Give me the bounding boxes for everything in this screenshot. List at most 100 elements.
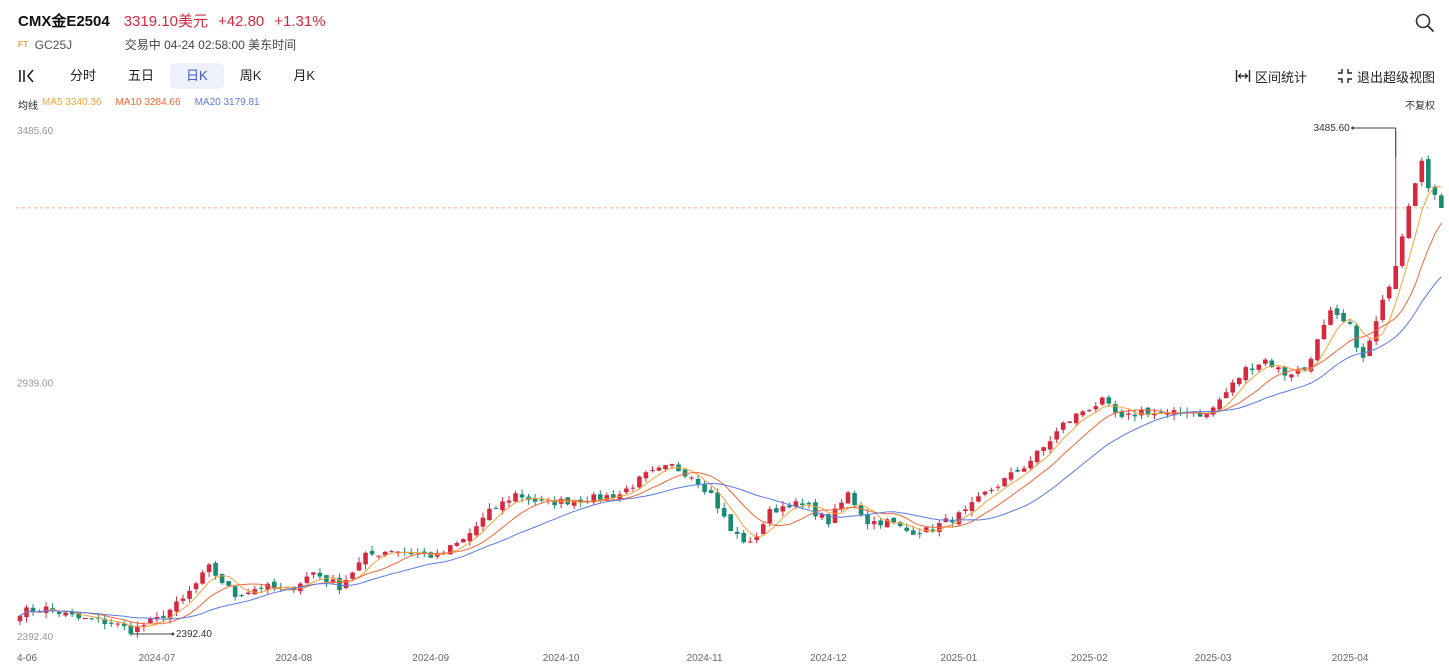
candle-body — [702, 483, 707, 492]
candle-body — [193, 583, 199, 590]
candle-body — [767, 509, 773, 524]
candle-body — [682, 469, 688, 477]
candle-body — [1158, 412, 1164, 414]
candle-body — [1041, 447, 1046, 451]
candle-body — [1093, 406, 1099, 410]
candle-body — [826, 513, 831, 525]
candle-body — [187, 590, 192, 599]
candle-body — [1393, 265, 1399, 290]
search-button[interactable] — [1414, 12, 1436, 34]
candle-body — [721, 508, 727, 517]
tab-five-day[interactable]: 五日 — [128, 68, 155, 83]
candle-body — [858, 505, 864, 515]
candle-body — [1380, 299, 1385, 321]
candle-body — [1100, 397, 1105, 405]
candle-body — [56, 611, 62, 614]
x-axis-label: 2024-10 — [543, 653, 580, 664]
tab-weekly-k[interactable]: 周K — [239, 68, 262, 83]
candle-body — [17, 615, 23, 622]
ma10-value: MA10 3284.66 — [115, 97, 181, 108]
exchange-badge: FT — [18, 40, 29, 49]
candle-body — [845, 492, 851, 504]
candle-body — [669, 464, 675, 466]
collapse-button[interactable] — [18, 63, 38, 89]
candle-body — [474, 526, 479, 536]
candle-body — [1015, 469, 1020, 472]
candle-body — [760, 524, 766, 535]
candle-body — [741, 532, 747, 543]
candle-body — [1282, 366, 1288, 376]
candle-body — [930, 529, 936, 531]
ma5-line — [19, 186, 1442, 628]
candle-body — [897, 522, 903, 527]
ma-legend-label: 均线 — [18, 101, 38, 112]
candle-body — [487, 508, 492, 520]
x-axis-label: 2024-07 — [139, 653, 176, 664]
candle-body — [832, 508, 838, 523]
candle-body — [493, 508, 499, 510]
adjust-mode[interactable]: 不复权 — [1405, 101, 1435, 112]
candle-body — [161, 615, 166, 618]
candle-body — [382, 551, 388, 556]
candle-body — [656, 467, 662, 471]
tab-daily-k[interactable]: 日K — [170, 63, 224, 89]
candle-body — [180, 598, 186, 601]
candle-body — [89, 618, 95, 620]
candle-body — [571, 501, 577, 506]
candle-body — [774, 508, 779, 513]
candle-body — [532, 498, 538, 502]
candle-body — [30, 607, 36, 612]
candle-body — [1165, 413, 1170, 415]
candle-body — [976, 496, 981, 502]
price-change-pct: +1.31% — [274, 13, 326, 30]
candle-body — [1197, 413, 1203, 417]
candle-body — [148, 618, 153, 623]
candle-body — [1347, 322, 1353, 324]
candle-body — [271, 581, 277, 589]
candle-body — [793, 501, 799, 507]
candle-body — [350, 572, 355, 579]
candle-body — [708, 490, 714, 493]
candle-body — [839, 502, 844, 510]
candle-body — [611, 494, 616, 499]
candle-body — [865, 514, 870, 525]
x-axis-label: 2025-04 — [1332, 653, 1369, 664]
contract-code: GC25J — [34, 37, 73, 52]
candle-body — [1354, 325, 1359, 348]
candle-body — [1060, 422, 1066, 430]
x-axis-label: 4-06 — [17, 653, 37, 664]
candle-body — [258, 587, 264, 589]
quote-header: CMX金E2504 3319.10美元 +42.80 +1.31% FT GC2… — [18, 10, 326, 53]
candle-body — [167, 609, 173, 620]
candle-body — [689, 477, 694, 479]
candle-body — [630, 487, 636, 489]
interval-stats-button[interactable]: 区间统计 — [1235, 63, 1307, 89]
y-axis-label: 2392.40 — [17, 632, 54, 643]
exit-fullscreen-button[interactable]: 退出超级视图 — [1337, 63, 1435, 89]
x-axis-label: 2024-11 — [687, 653, 723, 664]
candle-body — [552, 500, 557, 506]
candle-body — [539, 499, 544, 501]
candle-body — [969, 502, 975, 511]
tab-intraday[interactable]: 分时 — [70, 68, 97, 83]
candle-body — [115, 623, 121, 625]
candle-body — [852, 493, 857, 506]
low-marker-label: 2392.40 — [176, 629, 213, 640]
candle-body — [982, 491, 988, 495]
candle-body — [1328, 310, 1333, 325]
candle-body — [500, 501, 505, 511]
candle-body — [1002, 478, 1007, 487]
candle-body — [878, 520, 883, 526]
candle-body — [910, 530, 916, 535]
candle-body — [1204, 414, 1209, 418]
candle-body — [1008, 472, 1014, 480]
candle-body — [1321, 324, 1327, 340]
candle-body — [963, 509, 968, 512]
candle-body — [174, 601, 179, 612]
candle-body — [1386, 286, 1392, 299]
tab-monthly-k[interactable]: 月K — [293, 68, 316, 83]
candle-body — [265, 583, 271, 590]
candle-body — [1054, 431, 1059, 440]
trading-status: 交易中 04-24 02:58:00 美东时间 — [124, 38, 297, 52]
